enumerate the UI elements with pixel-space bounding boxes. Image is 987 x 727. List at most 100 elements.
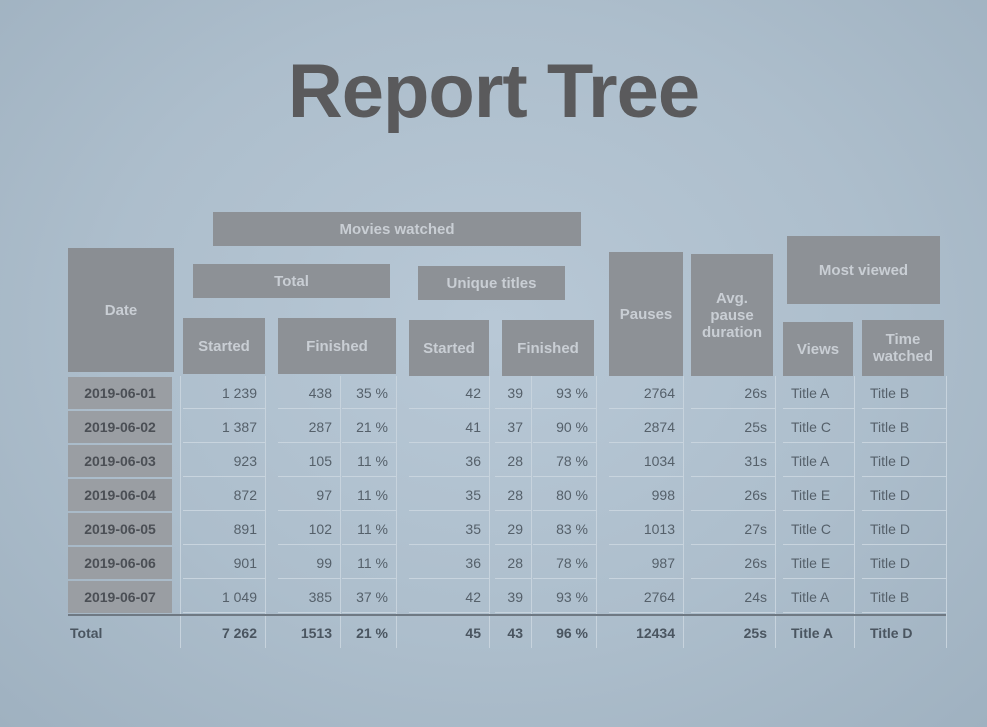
cell-avg-pause: 31s [691, 445, 775, 477]
column-divider [340, 376, 341, 648]
cell-avg-pause: 26s [691, 479, 775, 511]
total-label: Total [70, 625, 103, 641]
row-date: 2019-06-06 [68, 547, 172, 579]
cell-unique-finished: 29 [495, 513, 531, 545]
cell-finished-pct: 37 % [342, 581, 396, 613]
cell-unique-started: 35 [409, 479, 489, 511]
row-date: 2019-06-02 [68, 411, 172, 443]
header-finished: Finished [278, 318, 396, 374]
cell-finished: 99 [278, 547, 340, 579]
cell-finished: 438 [278, 377, 340, 409]
total-unique-finished: 43 [507, 625, 523, 641]
cell-time-watched: Title D [862, 445, 946, 477]
cell-views: Title C [783, 411, 854, 443]
cell-unique-finished: 28 [495, 547, 531, 579]
column-divider [265, 376, 266, 648]
cell-pauses: 1034 [609, 445, 683, 477]
cell-finished: 97 [278, 479, 340, 511]
cell-pauses: 2764 [609, 581, 683, 613]
cell-unique-pct: 93 % [533, 581, 596, 613]
cell-started: 891 [183, 513, 265, 545]
cell-unique-started: 42 [409, 581, 489, 613]
column-divider [531, 376, 532, 648]
row-date: 2019-06-07 [68, 581, 172, 613]
cell-unique-started: 41 [409, 411, 489, 443]
row-date: 2019-06-03 [68, 445, 172, 477]
total-pauses: 12434 [636, 625, 675, 641]
total-divider [68, 614, 946, 616]
column-divider [489, 376, 490, 648]
header-total: Total [193, 264, 390, 298]
cell-unique-finished: 28 [495, 445, 531, 477]
cell-started: 1 049 [183, 581, 265, 613]
cell-finished-pct: 11 % [342, 513, 396, 545]
cell-views: Title A [783, 377, 854, 409]
header-unique-titles: Unique titles [418, 266, 565, 300]
cell-unique-finished: 28 [495, 479, 531, 511]
cell-time-watched: Title D [862, 513, 946, 545]
cell-started: 1 387 [183, 411, 265, 443]
cell-unique-pct: 93 % [533, 377, 596, 409]
header-views: Views [783, 322, 853, 376]
slide-title: Report Tree [287, 49, 700, 134]
header-time-watched: Time watched [862, 320, 944, 376]
cell-time-watched: Title D [862, 547, 946, 579]
cell-finished-pct: 35 % [342, 377, 396, 409]
cell-finished-pct: 11 % [342, 547, 396, 579]
cell-finished: 385 [278, 581, 340, 613]
cell-avg-pause: 26s [691, 377, 775, 409]
total-avg-pause: 25s [743, 625, 767, 641]
column-divider [775, 376, 776, 648]
column-divider [683, 376, 684, 648]
column-divider [946, 376, 947, 648]
cell-views: Title A [783, 581, 854, 613]
total-time-watched: Title D [870, 625, 913, 641]
cell-finished: 105 [278, 445, 340, 477]
cell-unique-started: 35 [409, 513, 489, 545]
column-divider [396, 376, 397, 648]
cell-unique-finished: 39 [495, 581, 531, 613]
cell-started: 901 [183, 547, 265, 579]
cell-pauses: 2874 [609, 411, 683, 443]
header-most-viewed: Most viewed [787, 236, 940, 304]
cell-unique-finished: 39 [495, 377, 531, 409]
total-unique-pct: 96 % [556, 625, 588, 641]
cell-unique-pct: 90 % [533, 411, 596, 443]
cell-pauses: 987 [609, 547, 683, 579]
row-date: 2019-06-01 [68, 377, 172, 409]
row-date: 2019-06-05 [68, 513, 172, 545]
cell-finished-pct: 21 % [342, 411, 396, 443]
header-avg-pause-duration: Avg. pause duration [691, 254, 773, 376]
column-divider [854, 376, 855, 648]
cell-unique-finished: 37 [495, 411, 531, 443]
total-finished-pct: 21 % [356, 625, 388, 641]
cell-unique-started: 36 [409, 445, 489, 477]
cell-unique-pct: 83 % [533, 513, 596, 545]
cell-unique-pct: 78 % [533, 547, 596, 579]
cell-finished-pct: 11 % [342, 479, 396, 511]
header-pauses: Pauses [609, 252, 683, 376]
header-movies-watched: Movies watched [213, 212, 581, 246]
cell-views: Title E [783, 479, 854, 511]
cell-avg-pause: 26s [691, 547, 775, 579]
cell-time-watched: Title B [862, 411, 946, 443]
cell-avg-pause: 24s [691, 581, 775, 613]
cell-views: Title A [783, 445, 854, 477]
cell-time-watched: Title B [862, 581, 946, 613]
column-divider [596, 376, 597, 648]
total-views: Title A [791, 625, 834, 641]
cell-time-watched: Title D [862, 479, 946, 511]
cell-time-watched: Title B [862, 377, 946, 409]
header-date: Date [68, 248, 174, 372]
cell-pauses: 2764 [609, 377, 683, 409]
cell-avg-pause: 25s [691, 411, 775, 443]
header-unique-started: Started [409, 320, 489, 376]
column-divider [180, 376, 181, 648]
cell-unique-pct: 78 % [533, 445, 596, 477]
cell-avg-pause: 27s [691, 513, 775, 545]
cell-pauses: 1013 [609, 513, 683, 545]
cell-started: 872 [183, 479, 265, 511]
row-date: 2019-06-04 [68, 479, 172, 511]
cell-finished: 102 [278, 513, 340, 545]
